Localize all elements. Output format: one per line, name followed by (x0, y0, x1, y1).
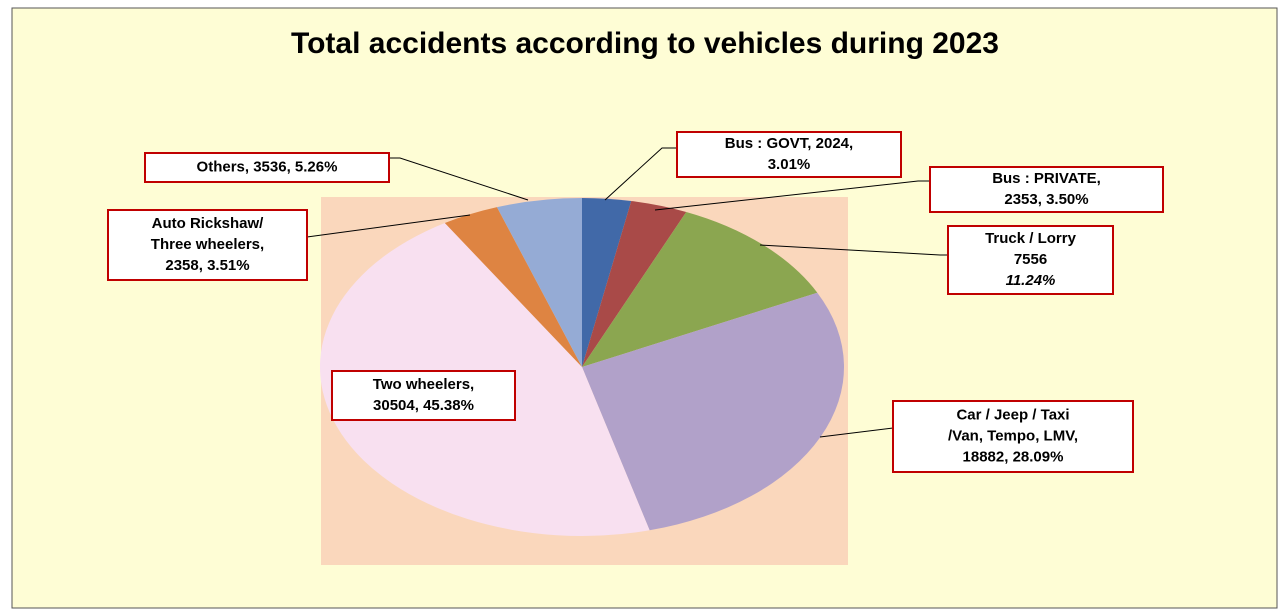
data-label: 7556 (1014, 251, 1047, 268)
pie-slice (582, 292, 844, 531)
data-label: 11.24% (1006, 272, 1056, 289)
label-box (676, 131, 902, 178)
pie-slice (582, 201, 687, 367)
data-label: Bus : PRIVATE, (992, 170, 1101, 187)
data-label: Bus : GOVT, 2024, (725, 135, 853, 152)
data-label: /Van, Tempo, LMV, (948, 427, 1078, 444)
pie-slice (582, 211, 818, 367)
data-label: Truck / Lorry (985, 230, 1077, 247)
leader-line (654, 180, 930, 211)
label-box (892, 400, 1134, 473)
label-box (929, 166, 1164, 213)
data-label: 30504, 45.38% (373, 397, 474, 414)
data-label: 2353, 3.50% (1004, 191, 1088, 208)
pie-slice (582, 198, 632, 367)
leader-line (819, 427, 894, 438)
chart-title: Total accidents according to vehicles du… (291, 27, 999, 60)
data-label: Car / Jeep / Taxi (956, 406, 1069, 423)
data-label: 18882, 28.09% (963, 448, 1064, 465)
label-box (331, 370, 516, 421)
label-box (144, 152, 390, 183)
data-label: Auto Rickshaw/ (152, 215, 265, 232)
leader-line (759, 244, 948, 256)
data-label: Three wheelers, (151, 236, 264, 253)
pie-slice (496, 198, 582, 367)
data-label: Two wheelers, (373, 376, 474, 393)
label-box (947, 225, 1114, 295)
data-label: Others, 3536, 5.26% (197, 158, 338, 175)
pie-slice (444, 207, 582, 367)
data-label: 2358, 3.51% (165, 257, 249, 274)
label-box (107, 209, 308, 281)
leader-line (604, 147, 677, 201)
data-label: 3.01% (768, 156, 811, 173)
leader-line (389, 157, 529, 201)
leader-line (306, 214, 471, 238)
